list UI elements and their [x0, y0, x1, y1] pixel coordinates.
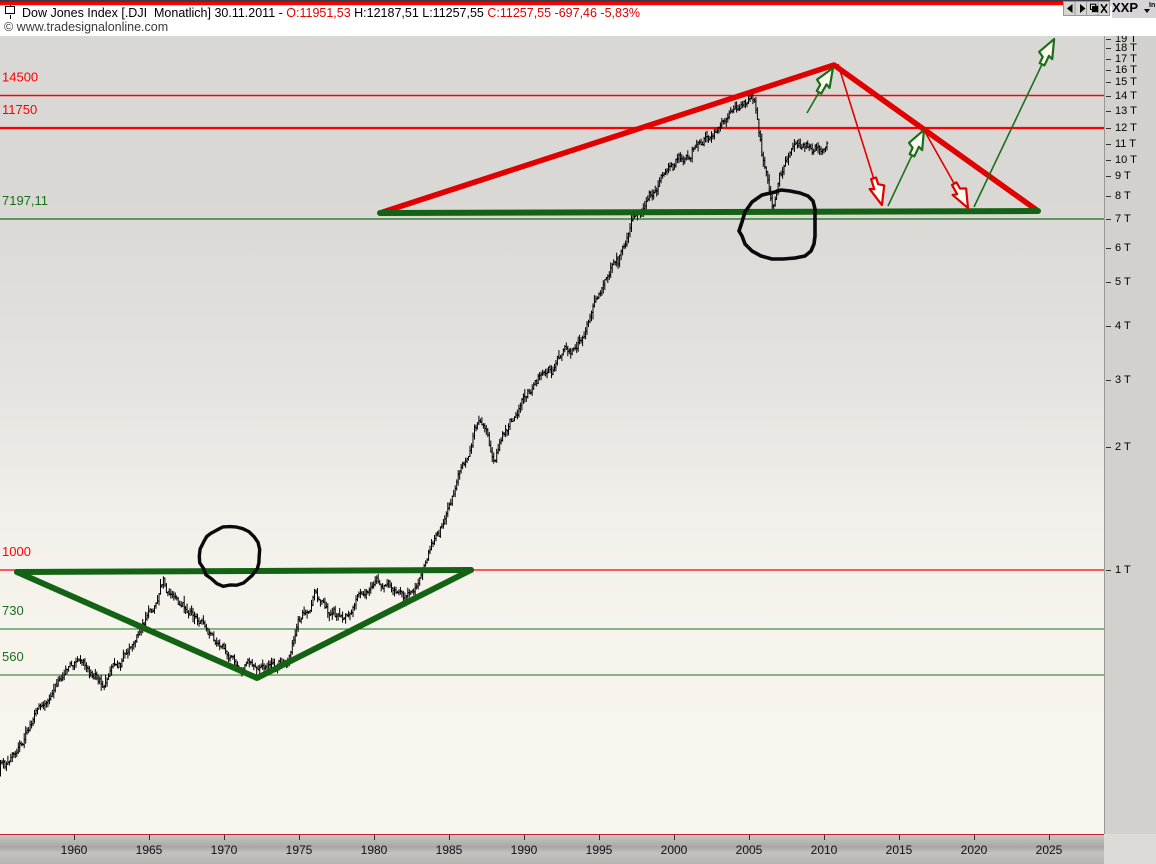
svg-text:In: In	[1149, 2, 1155, 9]
svg-text:730: 730	[2, 603, 24, 618]
svg-text:560: 560	[2, 649, 24, 664]
svg-text:1000: 1000	[2, 544, 31, 559]
svg-text:14500: 14500	[2, 70, 38, 85]
svg-text:7197,11: 7197,11	[2, 193, 48, 208]
svg-text:11750: 11750	[2, 102, 37, 117]
svg-text:XXP: XXP	[1112, 0, 1138, 15]
